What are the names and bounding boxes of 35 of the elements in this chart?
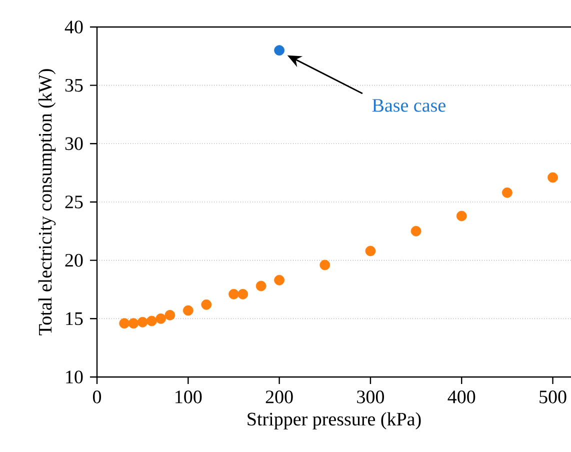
point [128,318,139,329]
point [274,45,285,56]
y-tick-label: 35 [65,78,83,92]
point [182,305,194,316]
y-tick-label: 15 [66,312,83,326]
point [119,318,130,329]
x-axis-title: Stripper pressure (kPa) [248,412,421,430]
annotation: Base case [372,99,446,112]
point [238,288,248,300]
y-tick-label: 20 [65,254,83,267]
point [274,274,285,286]
point [146,316,157,326]
point [156,313,166,324]
y-tick-label: 10 [66,370,83,384]
point [456,210,467,222]
x-tick-label: 0 [92,390,102,404]
point [320,260,330,270]
point [256,280,266,292]
y-tick-label: 40 [64,20,83,34]
point [548,172,558,183]
point [502,187,512,198]
x-tick-label: 200 [266,390,293,404]
x-tick-label: 300 [357,390,384,404]
point [137,316,148,328]
y-axis-title: Total electricity consumption (kW) [38,69,56,336]
point [365,246,376,256]
y-tick-label: 25 [65,196,83,208]
point [228,288,239,300]
point [410,226,422,236]
point [164,310,176,320]
x-tick-label: 100 [176,390,202,404]
x-tick-label: 500 [540,390,566,404]
y-tick-label: 30 [65,137,83,150]
x-tick-label: 400 [448,390,476,404]
point [201,299,212,310]
